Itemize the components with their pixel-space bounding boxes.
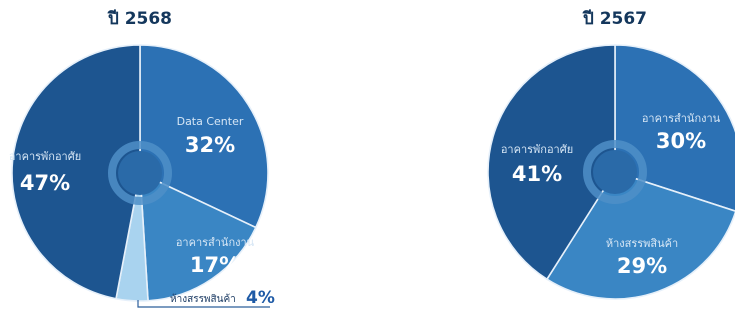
slice-value: 32% [185, 133, 235, 157]
slice-label: อาคารพักอาศัย [501, 143, 573, 156]
callout-value: 4% [246, 288, 275, 308]
chart-title: ปี 2567 [582, 8, 647, 29]
pie-slice [487, 44, 616, 281]
donut-ring [583, 140, 647, 204]
pie-slice [139, 44, 269, 229]
pie-chart-2568: ปี 2568 Data Center 32% อาคารสำนักงาน 17% อาค… [9, 8, 275, 308]
donut-hole [118, 151, 162, 195]
slice-value: 47% [20, 171, 70, 195]
slice-value: 41% [512, 162, 562, 186]
slice-label: อาคารพักอาศัย [9, 150, 81, 163]
slice-value: 17% [190, 253, 240, 277]
callout-label: ห้างสรรพสินค้า [170, 293, 236, 305]
slice-label: อาคารสำนักงาน [176, 236, 255, 249]
callout-line [137, 300, 270, 308]
pie-slice [139, 171, 257, 302]
chart-title: ปี 2568 [107, 8, 172, 29]
slice-label: ห้างสรรพสินค้า [606, 237, 678, 250]
slice-value: 29% [617, 254, 667, 278]
slice-label: Data Center [177, 115, 244, 128]
pie-slice [11, 44, 141, 300]
donut-hole [593, 150, 637, 194]
donut-ring [108, 141, 172, 205]
slice-value: 30% [656, 129, 706, 153]
pie-slice [545, 171, 735, 300]
slice-label: อาคารสำนักงาน [642, 112, 721, 125]
pie-chart-2567: ปี 2567 อาคารสำนักงาน 30% ห้างสรรพสินค้า 29%… [487, 8, 735, 300]
